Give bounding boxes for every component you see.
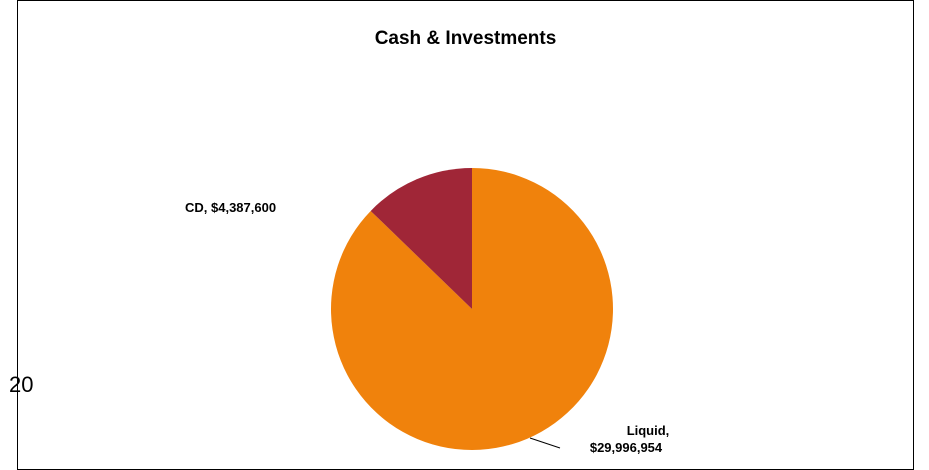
pie-slices bbox=[330, 168, 613, 450]
pie-slice-liquid bbox=[330, 168, 613, 450]
liquid-leader-line bbox=[529, 437, 561, 449]
pie-chart: CD, $4,387,600 Liquid, $29,996,954 bbox=[185, 168, 670, 455]
page-number: 20 bbox=[9, 372, 34, 397]
liquid-data-label-line1: Liquid, bbox=[627, 423, 670, 438]
cd-data-label: CD, $4,387,600 bbox=[185, 200, 276, 215]
pie-slice-cd bbox=[370, 168, 472, 309]
chart-title: Cash & Investments bbox=[374, 28, 557, 49]
liquid-data-label-line2: $29,996,954 bbox=[590, 440, 663, 455]
